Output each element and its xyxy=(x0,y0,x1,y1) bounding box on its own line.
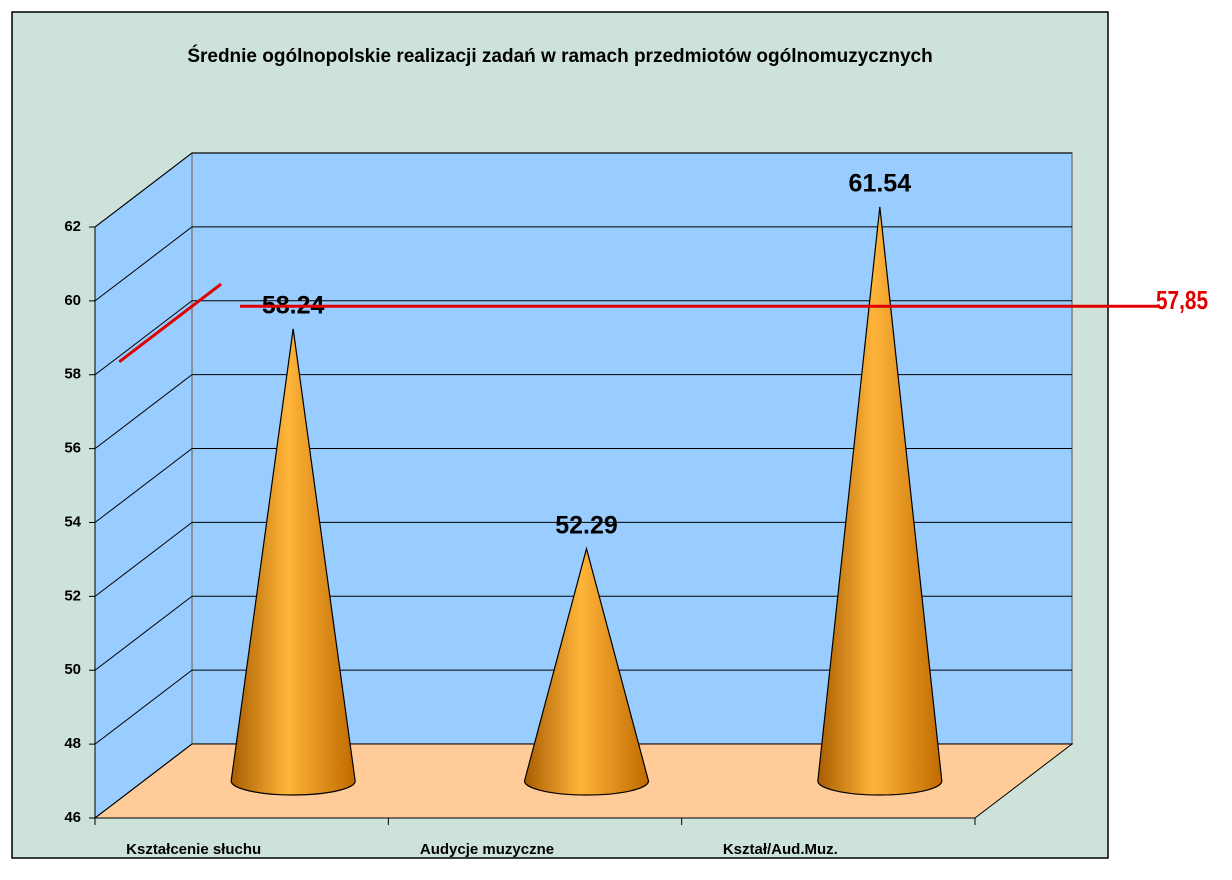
y-tick-label: 52 xyxy=(64,587,81,604)
grid-line xyxy=(94,669,193,745)
reference-label: 57,85 xyxy=(1156,286,1208,315)
y-tick-label: 60 xyxy=(64,292,81,309)
data-label: 61.54 xyxy=(849,170,912,198)
grid-line xyxy=(94,300,193,376)
cone xyxy=(230,328,356,796)
grid-line xyxy=(94,743,193,819)
cone xyxy=(817,206,943,796)
grid-line xyxy=(94,448,193,523)
reference-line xyxy=(118,282,223,363)
grid-line xyxy=(94,521,193,597)
y-tick-label: 46 xyxy=(64,809,81,826)
chart-title: Średnie ogólnopolskie realizacji zadań w… xyxy=(187,46,933,67)
x-tick-label: Kształ/Aud.Muz. xyxy=(723,841,838,858)
y-tick-label: 50 xyxy=(64,661,81,678)
y-tick-label: 48 xyxy=(64,735,81,752)
grid-line xyxy=(94,152,193,228)
grid-line xyxy=(94,374,193,450)
grid-line xyxy=(94,226,193,302)
data-label: 52.29 xyxy=(555,511,618,539)
y-tick-label: 58 xyxy=(64,366,81,383)
cone xyxy=(523,546,650,796)
y-tick-label: 56 xyxy=(64,440,81,457)
x-tick-label: Kształcenie słuchu xyxy=(126,841,261,858)
x-tick-label: Audycje muzyczne xyxy=(420,841,554,858)
y-tick-label: 54 xyxy=(64,513,81,530)
grid-line xyxy=(94,595,193,671)
y-tick-label: 62 xyxy=(64,218,81,235)
